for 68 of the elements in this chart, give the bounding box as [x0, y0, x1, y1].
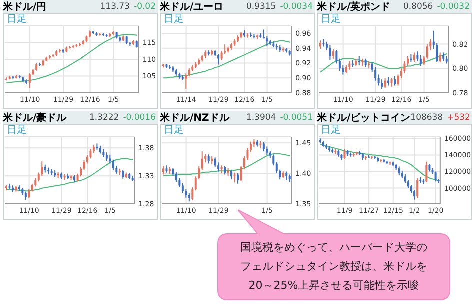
candlestick: [414, 189, 416, 200]
text: -0.02: [134, 2, 156, 12]
chart-title: 米ドル/NZドル: [160, 112, 231, 124]
candlestick: [384, 78, 386, 89]
candlestick: [406, 56, 409, 67]
candlestick: [397, 74, 400, 86]
text: 0.8056: [403, 2, 434, 12]
candlestick: [374, 66, 377, 82]
text: 日足: [7, 125, 27, 136]
candlestick: [434, 171, 437, 182]
candlestick: [272, 154, 275, 166]
candlestick: [201, 151, 204, 171]
text: 0.9315: [246, 2, 276, 12]
candlestick: [230, 169, 233, 180]
candlestick: [28, 73, 31, 88]
candlestick: [240, 166, 242, 182]
text: 108638: [410, 112, 444, 122]
candlestick: [237, 173, 240, 184]
text: -0.0032: [437, 2, 470, 12]
chart-title: 米ドル/ビットコイン: [317, 112, 411, 124]
text: 日足: [164, 125, 184, 136]
candlestick: [420, 54, 422, 67]
candlestick: [378, 74, 380, 86]
candlestick: [214, 157, 216, 168]
candlestick: [344, 148, 346, 160]
chart-title: 米ドル/豪ドル: [3, 112, 68, 124]
candlestick: [404, 60, 406, 74]
line-series: [6, 34, 138, 84]
text: 113.73: [100, 2, 130, 12]
candlestick: [413, 52, 416, 64]
candlestick: [218, 54, 220, 66]
chart-title: 米ドル/ユーロ: [160, 0, 225, 14]
candlestick: [266, 36, 268, 47]
candlestick: [208, 154, 210, 164]
text: 1.3904: [246, 112, 276, 122]
candlestick: [416, 51, 419, 62]
line-series: [163, 40, 290, 79]
candlestick: [338, 58, 341, 72]
candlestick: [336, 50, 338, 64]
text: 日足: [321, 125, 341, 136]
candlestick: [112, 159, 114, 170]
candlestick: [329, 44, 332, 61]
text: -0.0051: [280, 112, 313, 122]
chart-title: 米ドル/円: [3, 0, 48, 14]
candlestick: [250, 141, 252, 153]
candlestick: [332, 48, 334, 60]
text: 日足: [164, 14, 184, 25]
chart-title: 米ドル/英ポンド: [317, 0, 392, 14]
candlestick: [439, 52, 442, 64]
text: 日足: [321, 14, 341, 25]
text: 20～25%上昇させる可能性を示唆: [248, 278, 420, 294]
text: -0.0016: [123, 112, 156, 122]
text: フェルドシュタイン教授は、米ドルを: [240, 259, 428, 275]
text: -0.0034: [280, 2, 313, 12]
text: +532: [447, 112, 470, 122]
text: 1.3222: [89, 112, 120, 122]
candlestick: [416, 178, 419, 199]
candlestick: [182, 182, 184, 194]
candlestick: [394, 75, 396, 86]
candlestick: [192, 187, 194, 201]
line-series: [6, 158, 134, 192]
candlestick: [426, 161, 428, 183]
text: 日足: [7, 14, 27, 25]
text: 国境税をめぐって、ハーバード大学の: [240, 240, 428, 256]
candlestick: [262, 142, 265, 152]
candlestick: [185, 73, 188, 90]
line-series: [320, 144, 440, 182]
candlestick: [426, 44, 428, 60]
